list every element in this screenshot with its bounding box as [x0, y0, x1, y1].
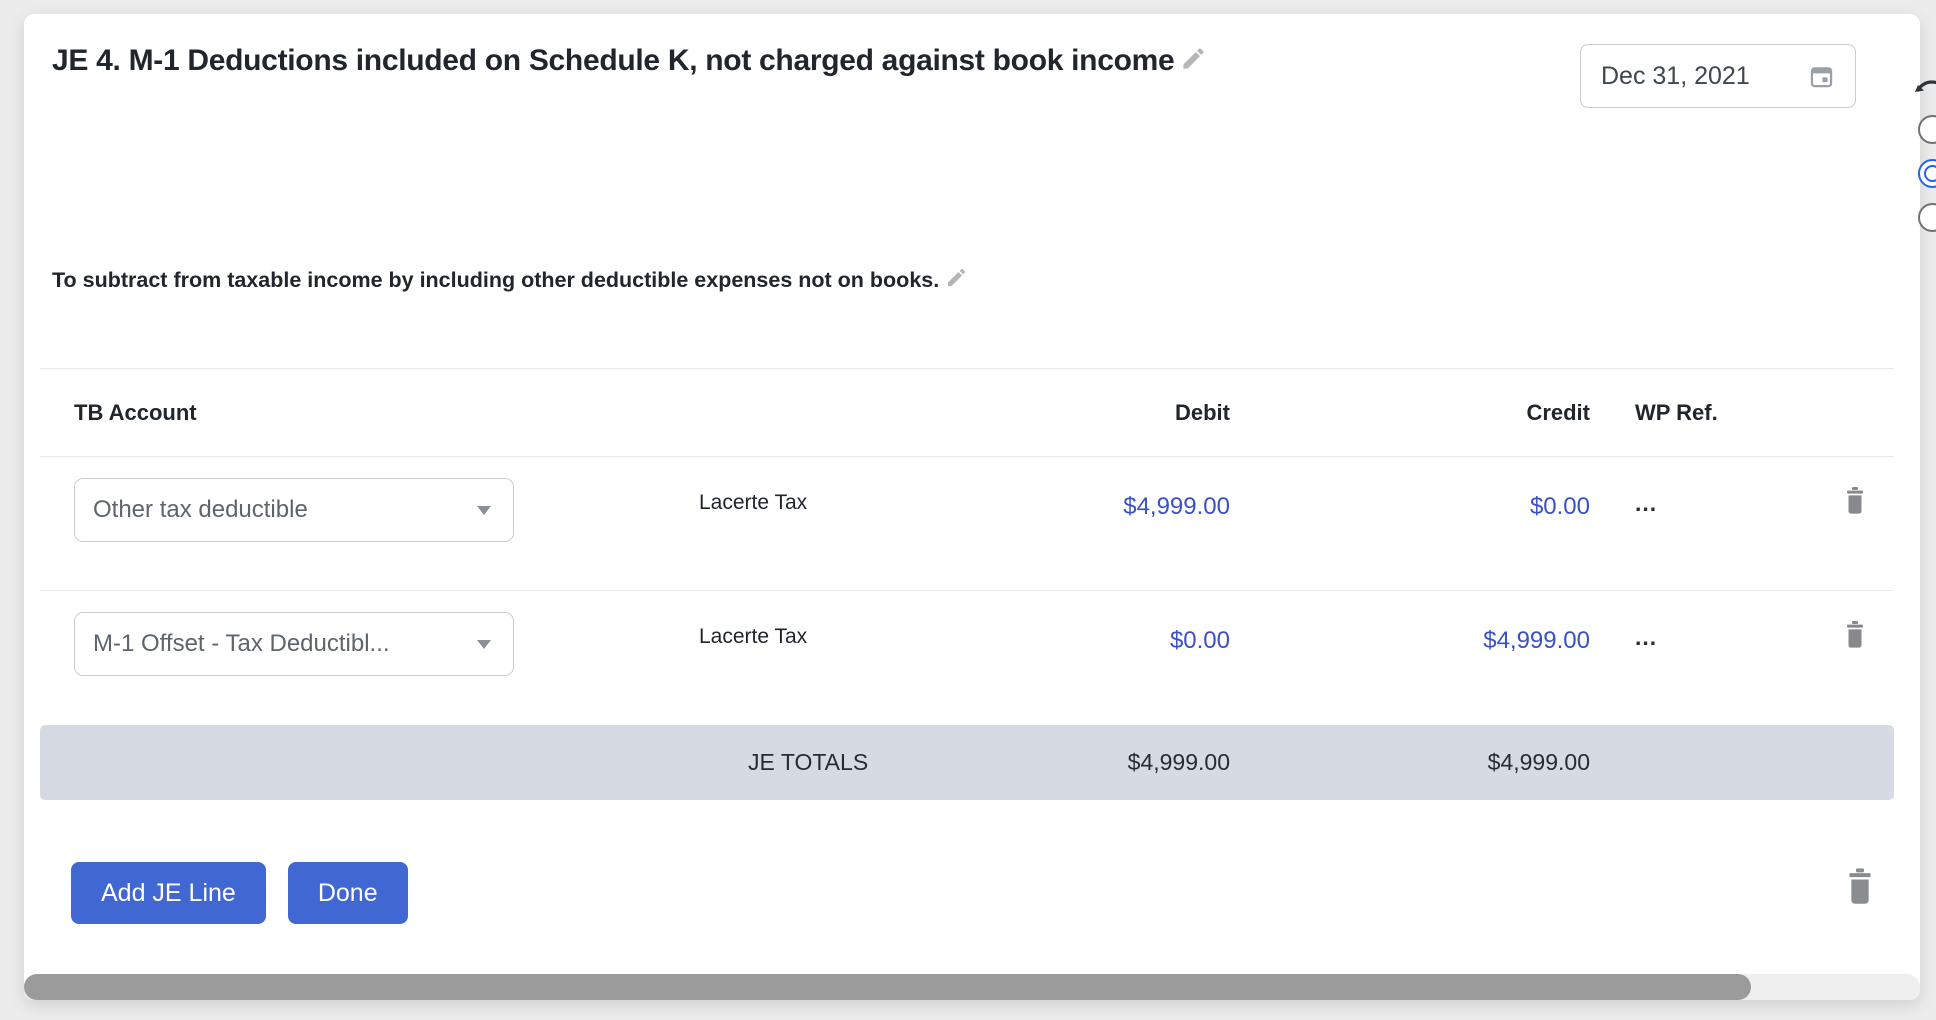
tb-account-dropdown[interactable]: Other tax deductible: [74, 478, 514, 542]
je-totals-row: JE TOTALS $4,999.00 $4,999.00: [40, 725, 1894, 800]
tb-account-dropdown[interactable]: M-1 Offset - Tax Deductibl...: [74, 612, 514, 676]
mention-circle-icon[interactable]: [1918, 159, 1936, 188]
wp-ref-value[interactable]: ...: [1635, 490, 1658, 516]
dropdown-caret-icon: [477, 639, 491, 649]
title-row: JE 4. M-1 Deductions included on Schedul…: [52, 42, 1207, 80]
edit-description-pencil-icon[interactable]: [945, 266, 968, 294]
add-je-line-button[interactable]: Add JE Line: [71, 862, 266, 924]
je-totals-debit: $4,999.00: [1127, 749, 1230, 775]
debit-amount[interactable]: $4,999.00: [1123, 493, 1230, 520]
column-header-tb-account: TB Account: [74, 399, 197, 425]
delete-line-trash-icon[interactable]: [1843, 487, 1867, 515]
horizontal-scrollbar-thumb[interactable]: [24, 974, 1751, 1000]
description-row: To subtract from taxable income by inclu…: [52, 266, 968, 294]
column-header-credit: Credit: [1526, 399, 1590, 425]
table-header-row: TB Account Debit Credit WP Ref.: [40, 368, 1894, 457]
je-totals-label: JE TOTALS: [748, 749, 869, 775]
circle-action-icon[interactable]: [1918, 115, 1936, 144]
calendar-icon[interactable]: [1808, 63, 1835, 90]
edge-action-icons: [1912, 70, 1936, 270]
done-button[interactable]: Done: [287, 862, 408, 924]
edit-title-pencil-icon[interactable]: [1180, 45, 1207, 77]
delete-line-trash-icon[interactable]: [1843, 621, 1867, 649]
cursor-arrow-icon[interactable]: [1914, 76, 1936, 101]
je-date-value: Dec 31, 2021: [1601, 61, 1750, 90]
wp-ref-value[interactable]: ...: [1635, 624, 1658, 650]
source-label: Lacerte Tax: [699, 625, 808, 648]
column-header-wp-ref: WP Ref.: [1635, 399, 1718, 425]
debit-amount[interactable]: $0.00: [1169, 627, 1230, 654]
column-header-debit: Debit: [1175, 399, 1230, 425]
je-date-field[interactable]: Dec 31, 2021: [1580, 44, 1856, 108]
page-title: JE 4. M-1 Deductions included on Schedul…: [52, 44, 1175, 77]
dropdown-caret-icon: [477, 505, 491, 515]
horizontal-scrollbar-track: [24, 974, 1920, 1000]
je-description: To subtract from taxable income by inclu…: [52, 267, 940, 292]
source-label: Lacerte Tax: [699, 491, 808, 514]
journal-entry-card: JE 4. M-1 Deductions included on Schedul…: [24, 14, 1920, 1000]
je-totals-credit: $4,999.00: [1487, 749, 1590, 775]
delete-journal-entry-trash-icon[interactable]: [1836, 864, 1884, 910]
footer-actions: Add JE Line Done: [71, 862, 408, 924]
je-lines-table: TB Account Debit Credit WP Ref. Other ta…: [40, 368, 1894, 800]
je-line-row-1: Other tax deductible Lacerte Tax $4,999.…: [40, 457, 1894, 590]
tb-account-selected-value: Other tax deductible: [93, 496, 308, 523]
credit-amount[interactable]: $4,999.00: [1483, 627, 1590, 654]
credit-amount[interactable]: $0.00: [1529, 493, 1590, 520]
tb-account-selected-value: M-1 Offset - Tax Deductibl...: [93, 630, 390, 657]
je-line-row-2: M-1 Offset - Tax Deductibl... Lacerte Ta…: [40, 590, 1894, 723]
circle-action-icon[interactable]: [1918, 203, 1936, 232]
